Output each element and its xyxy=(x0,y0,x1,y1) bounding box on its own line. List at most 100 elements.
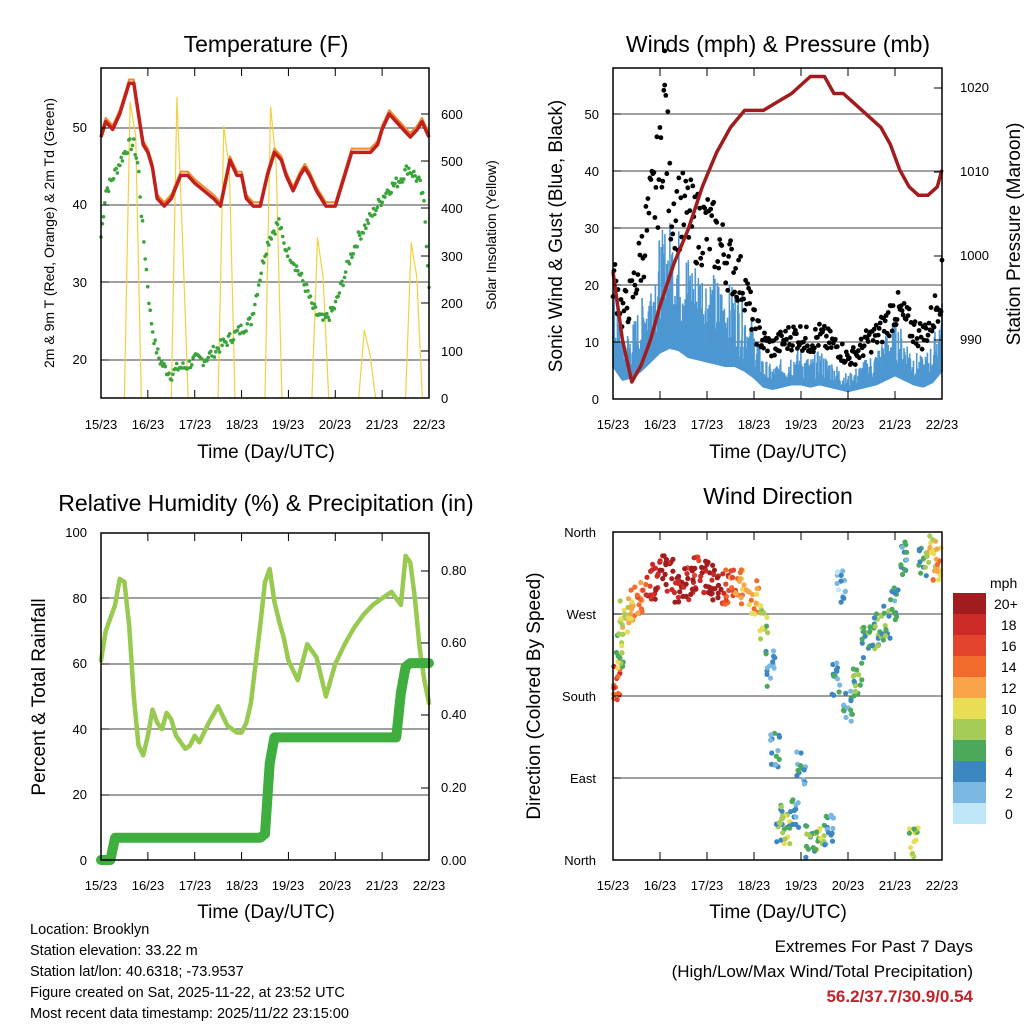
gust-point xyxy=(834,344,840,349)
direction-point xyxy=(715,582,722,588)
direction-point xyxy=(782,836,788,842)
dewpoint-point xyxy=(201,363,205,368)
gust-point xyxy=(694,260,700,266)
wind-xtick-label: 22/23 xyxy=(926,417,959,432)
dewpoint-point xyxy=(304,282,309,287)
gust-point xyxy=(705,197,711,202)
direction-point xyxy=(752,611,758,617)
dewpoint-point xyxy=(379,203,383,208)
dewpoint-point xyxy=(190,363,194,367)
direction-point xyxy=(923,573,929,579)
direction-point xyxy=(886,613,892,619)
insolation-ytick-label: 400 xyxy=(441,201,463,216)
direction-point xyxy=(848,688,854,694)
legend-swatch xyxy=(953,761,986,782)
gust-point xyxy=(654,134,660,140)
direction-point xyxy=(829,838,836,844)
gust-point xyxy=(630,294,636,300)
gust-point xyxy=(789,347,794,353)
gust-point xyxy=(850,345,856,350)
direction-point xyxy=(765,630,771,636)
gust-point xyxy=(712,264,718,270)
direction-point xyxy=(711,571,717,578)
pressure-ylabel: Station Pressure (Maroon) xyxy=(1004,123,1024,346)
gust-point xyxy=(839,341,845,347)
dewpoint-point xyxy=(280,234,285,239)
gust-point xyxy=(877,320,883,326)
rh-ytick-label: 20 xyxy=(73,787,87,802)
gust-point xyxy=(889,328,895,334)
gust-point xyxy=(761,345,766,351)
direction-point xyxy=(685,575,691,582)
gust-point xyxy=(736,257,741,263)
dewpoint-point xyxy=(159,359,164,364)
dewpoint-point xyxy=(313,305,318,309)
dewpoint-point xyxy=(235,328,239,333)
winds-tick-marks xyxy=(612,68,943,399)
gust-point xyxy=(817,321,822,327)
direction-point xyxy=(836,689,842,695)
dir-ytick-label: South xyxy=(562,689,596,704)
dewpoint-point xyxy=(248,316,252,320)
gust-point xyxy=(635,272,641,277)
direction-point xyxy=(859,640,865,646)
direction-point xyxy=(882,623,888,629)
dewpoint-point xyxy=(152,341,156,346)
gust-point xyxy=(725,287,731,293)
direction-point xyxy=(837,682,843,688)
direction-point xyxy=(748,597,754,603)
gust-point xyxy=(648,177,654,183)
gust-point xyxy=(779,333,784,339)
gust-point xyxy=(653,185,659,190)
dewpoint-point xyxy=(142,240,146,244)
direction-point xyxy=(710,562,716,568)
direction-point xyxy=(776,734,783,740)
direction-point xyxy=(880,637,887,643)
dewpoint-point xyxy=(325,311,329,316)
gust-point xyxy=(639,233,645,239)
rh-ytick-label: 40 xyxy=(73,722,87,737)
dewpoint-point xyxy=(350,255,354,260)
direction-point xyxy=(848,698,854,704)
direction-point xyxy=(619,622,625,628)
legend-swatch xyxy=(953,719,986,740)
wind-ytick-label: 20 xyxy=(585,278,599,293)
gust-point xyxy=(704,236,710,242)
temperature-plot-frame xyxy=(100,67,430,399)
direction-point xyxy=(842,588,849,595)
gust-point xyxy=(716,265,722,271)
precip-ytick-label: 0.60 xyxy=(441,635,466,650)
gust-point xyxy=(618,297,624,302)
gust-point xyxy=(876,326,882,331)
gust-point xyxy=(642,253,648,259)
gust-point xyxy=(870,338,876,343)
direction-point xyxy=(628,587,634,593)
dewpoint-point xyxy=(362,223,367,227)
gust-point xyxy=(801,339,806,345)
dewpoint-point xyxy=(333,299,338,304)
gust-point xyxy=(631,270,637,276)
direction-point xyxy=(859,660,865,666)
rh-xtick-label: 22/23 xyxy=(413,878,446,893)
direction-point xyxy=(617,598,623,604)
direction-point xyxy=(804,823,810,829)
direction-point xyxy=(733,591,740,597)
dewpoint-point xyxy=(174,361,179,366)
direction-point xyxy=(757,636,764,642)
gust-point xyxy=(711,199,717,205)
temperature-gridlines xyxy=(101,127,429,361)
dewpoint-point xyxy=(337,291,342,295)
direction-point xyxy=(830,825,836,832)
insolation-ylabel: Solar Insolation (Yellow) xyxy=(483,160,499,310)
direction-point xyxy=(859,636,865,642)
direction-point xyxy=(698,573,704,579)
direction-point xyxy=(869,642,875,649)
dewpoint-point xyxy=(205,359,209,363)
gust-point xyxy=(899,308,905,313)
direction-point xyxy=(676,573,682,580)
dewpoint-point xyxy=(144,267,149,272)
gust-point xyxy=(879,339,885,345)
legend-swatch xyxy=(953,656,986,677)
dewpoint-point xyxy=(244,329,248,333)
